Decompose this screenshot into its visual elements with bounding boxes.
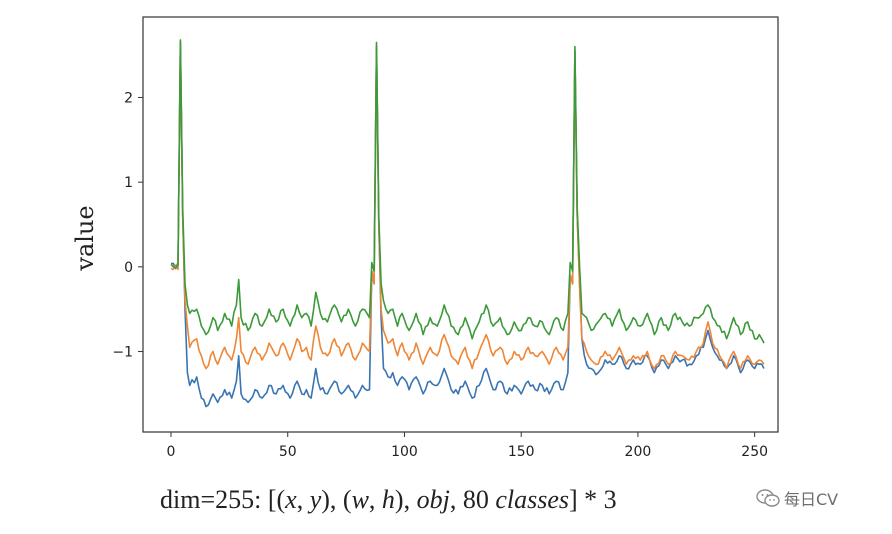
x-tick-label: 250 xyxy=(741,444,768,460)
x-axis: 0 50 100 150 200 250 xyxy=(167,432,768,460)
x-tick-label: 50 xyxy=(279,444,297,460)
plot-frame xyxy=(142,16,779,433)
y-tick-label: 0 xyxy=(124,260,133,276)
series-layer xyxy=(170,39,765,408)
x-tick-label: 150 xyxy=(508,444,535,460)
y-axis-label: value xyxy=(71,205,99,271)
caption-classes: classes xyxy=(495,485,569,514)
watermark-text: 每日CV xyxy=(784,490,839,509)
caption-comma-2: , xyxy=(368,485,382,514)
y-axis: −1 0 1 2 xyxy=(112,90,143,361)
caption-comma-1: , xyxy=(296,485,310,514)
caption-y: y xyxy=(309,485,322,514)
series-line-orange xyxy=(170,41,765,370)
x-tick-label: 200 xyxy=(625,444,652,460)
watermark: 每日CV xyxy=(756,486,838,510)
caption-separator-2: ), xyxy=(394,485,417,514)
caption-prefix: dim=255: [( xyxy=(160,485,286,514)
series-line-green xyxy=(170,39,765,344)
caption-separator-1: ), ( xyxy=(321,485,352,514)
chart-caption: dim=255: [(x, y), (w, h), obj, 80 classe… xyxy=(160,485,617,515)
caption-h: h xyxy=(381,485,395,514)
x-tick-label: 100 xyxy=(391,444,418,460)
y-tick-label: 2 xyxy=(124,90,133,106)
caption-obj: obj xyxy=(416,485,450,514)
y-tick-label: 1 xyxy=(124,175,133,191)
caption-x: x xyxy=(285,485,297,514)
caption-suffix: ] * 3 xyxy=(569,485,617,514)
y-tick-label: −1 xyxy=(112,345,133,361)
series-line-blue xyxy=(170,41,765,408)
wechat-icon xyxy=(756,489,780,507)
x-tick-label: 0 xyxy=(167,444,176,460)
caption-separator-3: , 80 xyxy=(449,485,496,514)
caption-w: w xyxy=(351,485,369,514)
